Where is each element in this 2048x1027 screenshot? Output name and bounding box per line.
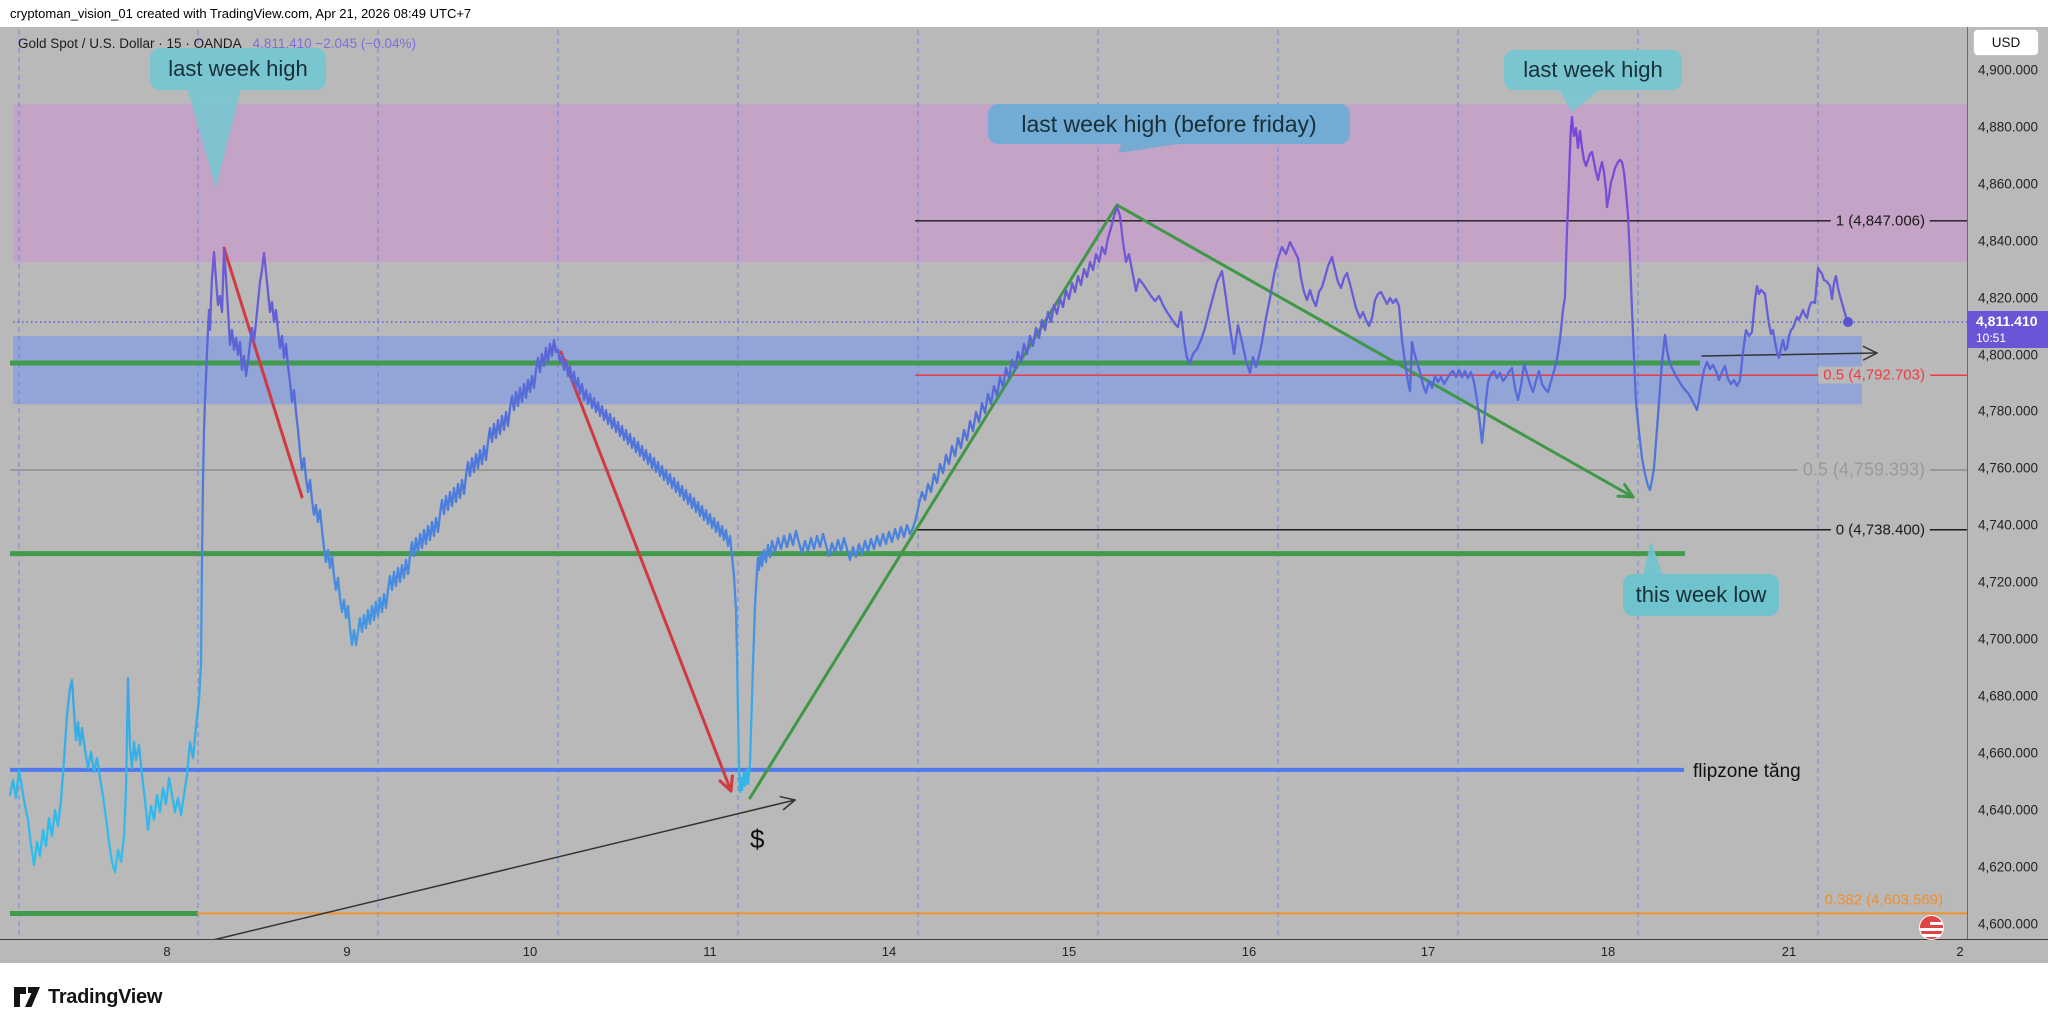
red-trend-day10-decline[interactable] — [559, 350, 733, 793]
last-week-high-before-friday[interactable]: last week high (before friday) — [988, 104, 1350, 144]
bar-countdown: 10:51 — [1976, 331, 2007, 345]
black-arrow-horizontal[interactable] — [1701, 352, 1878, 357]
green-trend-decline[interactable] — [1115, 203, 1635, 499]
symbol-title-row[interactable]: Gold Spot / U.S. Dollar · 15 · OANDA 4,8… — [18, 36, 416, 51]
green-trend-rally[interactable] — [748, 203, 1119, 800]
time-axis-label: 16 — [1241, 944, 1257, 959]
price-axis-panel[interactable]: 4,900.000 4,880.000 4,860.000 4,840.000 4,82… — [1967, 27, 2048, 962]
price-axis-label: 4,880.000 — [1978, 119, 2039, 135]
price-axis-label: 4,700.000 — [1978, 631, 2039, 647]
time-axis-label: 11 — [703, 944, 717, 959]
time-axis-label: 8 — [163, 944, 171, 959]
time-axis-label: 9 — [343, 944, 351, 959]
arrowhead — [1862, 352, 1878, 361]
red-trend-day8-decline[interactable] — [222, 246, 304, 499]
arrowhead — [779, 795, 796, 801]
price-axis-label: 4,860.000 — [1978, 176, 2039, 192]
black-arrow-diagonal[interactable] — [212, 799, 796, 941]
fib-level-label: 0 (4,738.400) — [1830, 521, 1930, 539]
arrowhead — [1616, 494, 1635, 499]
price-axis-label: 4,900.000 — [1978, 62, 2039, 78]
flipzone-label[interactable]: flipzone tăng — [1693, 761, 1801, 782]
last-week-high-before-friday-tail — [1118, 142, 1192, 153]
arrowhead — [782, 799, 796, 811]
arrowhead — [718, 779, 733, 793]
attribution-bar: cryptoman_vision_01 created with Trading… — [0, 0, 2048, 27]
last-week-high-left-tail — [187, 88, 241, 188]
time-axis-label: 10 — [522, 944, 538, 959]
time-axis-label: 17 — [1420, 944, 1436, 959]
fib-level-label: 0.382 (4,603.569) — [1819, 891, 1948, 909]
price-axis-label: 4,780.000 — [1978, 403, 2039, 419]
this-week-low[interactable]: this week low — [1623, 574, 1779, 616]
price-line-series[interactable] — [8, 115, 1850, 874]
last-price-value: 4,811.410 — [1976, 313, 2038, 329]
price-axis-label: 4,600.000 — [1978, 916, 2039, 931]
time-axis[interactable]: 8 9 10 11 14 15 16 17 18 21 2 — [0, 939, 2048, 963]
arrowhead — [1623, 483, 1635, 499]
arrowhead — [729, 774, 734, 793]
fib-level-label: 0.5 (4,759.393) — [1797, 459, 1930, 481]
price-axis-label: 4,640.000 — [1978, 802, 2039, 818]
time-axis-label: 15 — [1061, 944, 1077, 959]
currency-button[interactable]: USD — [1973, 29, 2039, 56]
tradingview-logo[interactable]: TradingView — [14, 986, 162, 1009]
tradingview-logo-text: TradingView — [48, 986, 163, 1008]
tradingview-logo-icon — [14, 987, 40, 1007]
fib-level-label: 0.5 (4,792.703) — [1818, 366, 1930, 384]
time-axis-label: 21 — [1781, 944, 1797, 959]
price-axis-label: 4,740.000 — [1978, 517, 2039, 533]
price-axis-label: 4,620.000 — [1978, 859, 2039, 875]
usd-flag-icon — [1918, 914, 1945, 946]
price-axis-label: 4,660.000 — [1978, 745, 2039, 761]
last-price-dot — [1843, 317, 1853, 327]
price-axis-label: 4,800.000 — [1978, 347, 2039, 362]
price-axis-label: 4,820.000 — [1978, 290, 2039, 306]
dollar-sign[interactable]: $ — [750, 824, 765, 854]
attribution-text: cryptoman_vision_01 created with Trading… — [10, 6, 472, 21]
last-price-badge: 4,811.410 10:51 — [1968, 311, 2048, 348]
price-axis-label: 4,680.000 — [1978, 688, 2039, 704]
fib-level-label: 1 (4,847.006) — [1830, 212, 1930, 230]
price-axis-label: 4,840.000 — [1978, 233, 2039, 249]
symbol-title[interactable]: Gold Spot / U.S. Dollar · 15 · OANDA — [18, 36, 241, 51]
price-axis-label: 4,720.000 — [1978, 574, 2039, 590]
time-axis-label: 2 — [1956, 944, 1964, 959]
this-week-low-tail — [1643, 541, 1663, 576]
symbol-price-summary: 4,811.410 −2.045 (−0.04%) — [252, 36, 416, 51]
last-week-high-right[interactable]: last week high — [1504, 50, 1682, 90]
price-axis-label: 4,760.000 — [1978, 460, 2039, 476]
time-axis-label: 18 — [1600, 944, 1616, 959]
last-week-high-right-tail — [1558, 88, 1602, 112]
time-axis-label: 14 — [881, 944, 897, 959]
last-week-high-left[interactable]: last week high — [150, 48, 326, 90]
arrowhead — [1862, 345, 1878, 354]
